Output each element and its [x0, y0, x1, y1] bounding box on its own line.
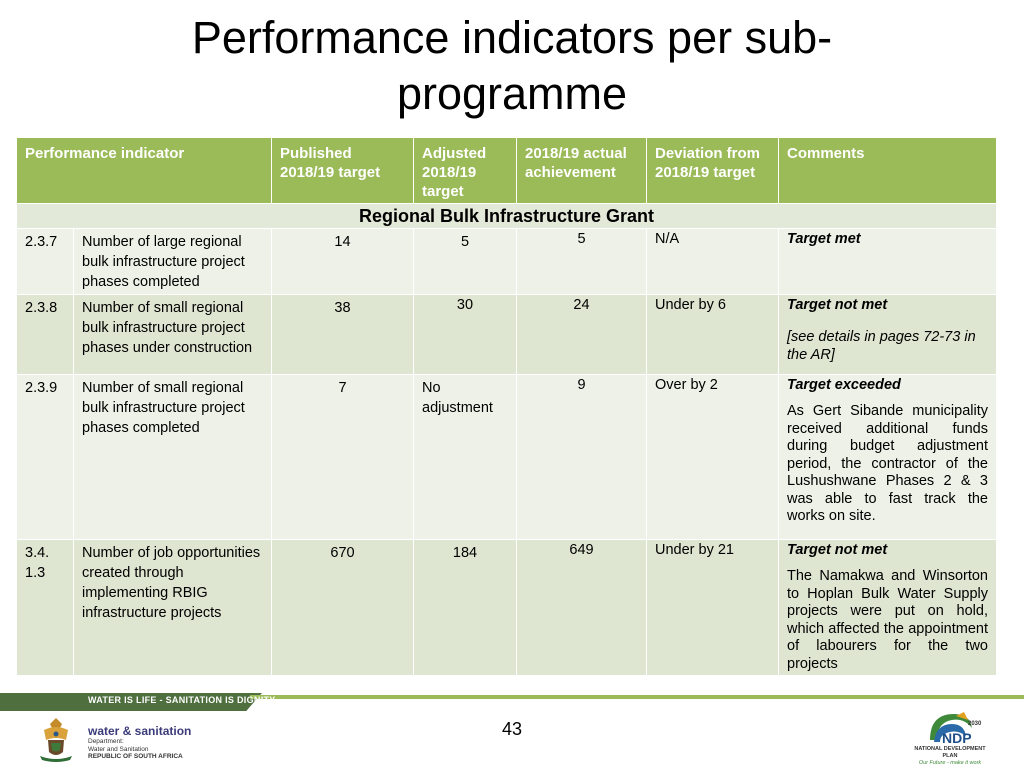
header-performance-indicator: Performance indicator — [16, 137, 272, 204]
comment-detail: The Namakwa and Winsorton to Hoplan Bulk… — [787, 568, 988, 672]
ndp-emblem-icon: NDP 2030 — [930, 712, 982, 746]
comment-status: Target not met — [787, 542, 888, 558]
logo-dept-line2: Water and Sanitation — [88, 745, 149, 753]
deviation-value: Under by 6 — [646, 294, 779, 375]
group-title: Regional Bulk Infrastructure Grant — [16, 203, 997, 229]
indicator-number: 2.3.8 — [16, 294, 74, 375]
comment-status: Target met — [787, 231, 861, 247]
header-actual-achievement: 2018/19 actual achievement — [516, 137, 647, 204]
adjusted-target-value: 184 — [413, 539, 517, 676]
adjusted-target-value: No adjustment — [413, 374, 517, 540]
logo-brand: water & sanitation — [88, 724, 192, 738]
footer-band-dark — [0, 693, 262, 711]
footer-band: WATER IS LIFE - SANITATION IS DIGNITY — [0, 693, 1024, 713]
group-row: Regional Bulk Infrastructure Grant — [16, 203, 997, 229]
ndp-short: NDP — [942, 730, 972, 746]
actual-achievement-value: 24 — [516, 294, 647, 375]
logo-dept-line1: Department: — [88, 738, 124, 745]
table-row: 2.3.7 Number of large regional bulk infr… — [16, 228, 997, 295]
ndp-year: 2030 — [968, 721, 982, 727]
comment-detail: [see details in pages 72-73 in the AR] — [787, 329, 976, 363]
deviation-value: N/A — [646, 228, 779, 295]
comment-cell: Target met — [778, 228, 997, 295]
comment-status: Target exceeded — [787, 377, 901, 393]
adjusted-target-value: 30 — [413, 294, 517, 375]
deviation-value: Under by 21 — [646, 539, 779, 676]
ndp-text-block: NATIONAL DEVELOPMENT PLAN Our Future - m… — [908, 746, 992, 767]
published-target-value: 14 — [271, 228, 414, 295]
actual-achievement-value: 5 — [516, 228, 647, 295]
ndp-logo: NDP 2030 NATIONAL DEVELOPMENT PLAN Our F… — [908, 710, 992, 766]
footer-band-line — [250, 695, 1024, 699]
table-row: 3.4. 1.3 Number of job opportunities cre… — [16, 539, 997, 676]
indicator-description: Number of large regional bulk infrastruc… — [73, 228, 272, 295]
comment-cell: Target not met [see details in pages 72-… — [778, 294, 997, 375]
slide-title-line1: Performance indicators per sub- — [191, 12, 833, 63]
header-deviation: Deviation from 2018/19 target — [646, 137, 779, 204]
published-target-value: 38 — [271, 294, 414, 375]
comment-detail: As Gert Sibande municipality received ad… — [787, 403, 988, 524]
department-logo-text: water & sanitation Department: Water and… — [88, 724, 191, 761]
footer-slogan: WATER IS LIFE - SANITATION IS DIGNITY — [88, 695, 276, 705]
published-target-value: 7 — [271, 374, 414, 540]
comment-cell: Target exceeded As Gert Sibande municipa… — [778, 374, 997, 540]
actual-achievement-value: 9 — [516, 374, 647, 540]
page-number: 43 — [501, 719, 523, 739]
published-target-value: 670 — [271, 539, 414, 676]
performance-table: Performance indicator Published 2018/19 … — [16, 137, 997, 676]
ndp-tagline: Our Future - make it work — [918, 760, 982, 766]
indicator-number: 2.3.9 — [16, 374, 74, 540]
slide-title: Performance indicators per sub- programm… — [0, 10, 1024, 122]
header-published-target: Published 2018/19 target — [271, 137, 414, 204]
coat-of-arms-icon — [40, 718, 72, 762]
actual-achievement-value: 649 — [516, 539, 647, 676]
comment-cell: Target not met The Namakwa and Winsorton… — [778, 539, 997, 676]
header-comments: Comments — [778, 137, 997, 204]
logo-dept-line3: REPUBLIC OF SOUTH AFRICA — [88, 753, 183, 760]
indicator-description: Number of small regional bulk infrastruc… — [73, 294, 272, 375]
indicator-description: Number of small regional bulk infrastruc… — [73, 374, 272, 540]
header-adjusted-target: Adjusted 2018/19 target — [413, 137, 517, 204]
indicator-number: 3.4. 1.3 — [16, 539, 74, 676]
deviation-value: Over by 2 — [646, 374, 779, 540]
indicator-number: 2.3.7 — [16, 228, 74, 295]
comment-status: Target not met — [787, 297, 888, 313]
table-row: 2.3.9 Number of small regional bulk infr… — [16, 374, 997, 540]
slide-title-line2: programme — [396, 68, 628, 119]
indicator-description: Number of job opportunities created thro… — [73, 539, 272, 676]
table-row: 2.3.8 Number of small regional bulk infr… — [16, 294, 997, 375]
department-logo: water & sanitation Department: Water and… — [36, 716, 216, 764]
adjusted-target-value: 5 — [413, 228, 517, 295]
table-header-row: Performance indicator Published 2018/19 … — [16, 137, 997, 204]
ndp-label: NATIONAL DEVELOPMENT PLAN — [914, 746, 986, 759]
